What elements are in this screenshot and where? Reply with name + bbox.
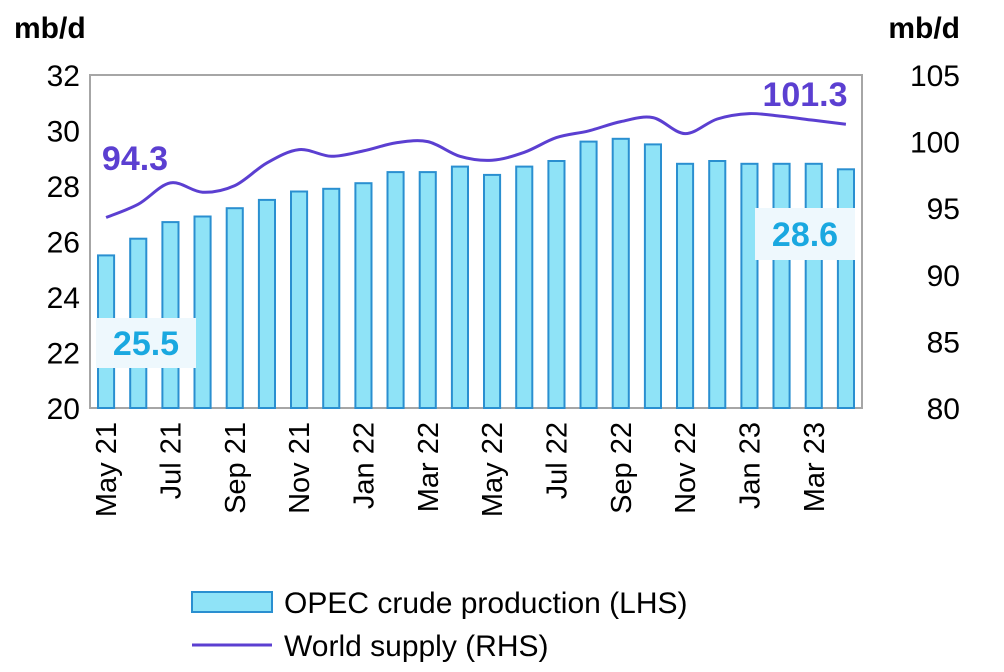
bar-nov-22: [676, 162, 695, 409]
bar-apr-23: [836, 168, 856, 409]
bar-oct-22: [643, 143, 663, 409]
x-tick-label: Nov 22: [670, 422, 702, 514]
bar-dec-21: [322, 187, 341, 409]
left-tick-label: 28: [47, 171, 80, 204]
bar-jul-21: [161, 221, 180, 409]
callout-last-bar: 28.6: [772, 216, 838, 254]
x-tick-label: Mar 22: [413, 422, 445, 512]
bar-dec-22: [708, 160, 727, 409]
callout-first-line: 94.3: [102, 140, 168, 178]
right-tick-label: 80: [927, 393, 960, 426]
bar-feb-23: [772, 162, 791, 409]
bar-oct-21: [257, 198, 276, 409]
left-tick-label: 22: [47, 338, 80, 371]
x-tick-label: Jul 22: [541, 422, 573, 499]
bar-nov-21: [290, 190, 309, 409]
bar-aug-21: [193, 215, 212, 409]
bar-mar-23: [804, 162, 823, 409]
right-tick-label: 90: [927, 260, 960, 293]
x-tick-label: Nov 21: [284, 422, 316, 514]
legend: OPEC crude production (LHS) World supply…: [191, 587, 688, 663]
x-tick-label: Jan 22: [348, 422, 380, 509]
x-tick-label: Sep 22: [606, 422, 638, 514]
right-axis-ticks: 80 85 90 95 100 105: [910, 60, 960, 426]
x-tick-label: May 22: [477, 422, 509, 517]
bar-apr-22: [450, 165, 469, 409]
left-tick-label: 30: [47, 116, 80, 149]
bar-mar-22: [418, 171, 437, 409]
callout-last-line: 101.3: [762, 76, 847, 114]
bar-jan-22: [354, 182, 373, 409]
bar-feb-22: [386, 171, 405, 409]
callout-first-bar: 25.5: [113, 325, 179, 363]
x-tick-label: Mar 23: [799, 422, 831, 512]
bar-aug-22: [579, 140, 598, 409]
left-tick-label: 20: [47, 393, 80, 426]
legend-line-label: World supply (RHS): [284, 630, 549, 663]
legend-bar-swatch: [191, 591, 273, 613]
left-axis-unit: mb/d: [14, 12, 86, 45]
callout-last-bar-bg: [755, 208, 855, 260]
left-tick-label: 26: [47, 227, 80, 260]
bars-group: [97, 137, 856, 410]
right-tick-label: 100: [910, 127, 960, 160]
bar-jul-22: [547, 160, 566, 409]
right-axis-unit: mb/d: [888, 12, 960, 45]
x-axis-ticks: May 21 Jul 21 Sep 21 Nov 21 Jan 22 Mar 22 May …: [91, 422, 831, 517]
right-tick-label: 85: [927, 326, 960, 359]
legend-bar-label: OPEC crude production (LHS): [284, 587, 688, 620]
bar-sep-22: [611, 137, 630, 410]
left-axis-ticks: 20 22 24 26 28 30 32: [47, 60, 80, 426]
plot-frame: [89, 74, 863, 409]
callout-first-bar-bg: [96, 318, 196, 368]
x-tick-label: Jan 23: [734, 422, 766, 509]
bar-sep-21: [225, 207, 244, 409]
left-tick-label: 32: [47, 60, 80, 93]
left-tick-label: 24: [47, 282, 80, 315]
x-tick-label: Jul 21: [155, 422, 187, 499]
world-supply-line: [105, 112, 847, 219]
right-tick-label: 105: [910, 60, 960, 93]
bar-jun-22: [515, 165, 534, 409]
right-tick-label: 95: [927, 193, 960, 226]
bar-jan-23: [740, 162, 759, 409]
x-tick-label: Sep 21: [220, 422, 252, 514]
x-tick-label: May 21: [91, 422, 123, 517]
bar-may-22: [483, 173, 502, 409]
